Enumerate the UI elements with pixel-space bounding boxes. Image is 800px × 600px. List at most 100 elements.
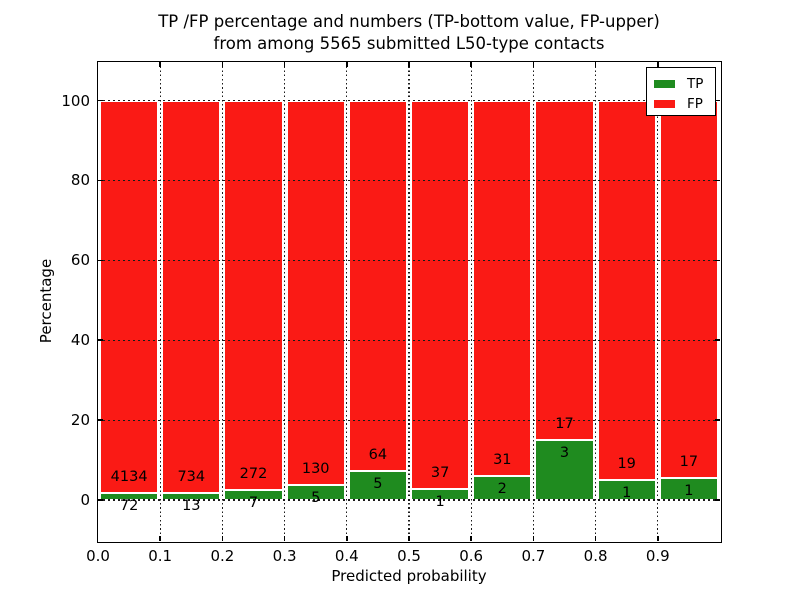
y-tick-label: 40 [70, 331, 90, 350]
fp-count-label: 64 [368, 447, 388, 464]
chart-title: TP /FP percentage and numbers (TP-bottom… [98, 11, 720, 55]
gridline-x [532, 62, 535, 541]
y-tick-mark [715, 259, 720, 262]
gridline-x [159, 62, 161, 541]
y-tick-mark [715, 499, 720, 501]
fp-count-label: 17 [555, 416, 574, 433]
x-tick-mark [283, 536, 286, 541]
x-tick-mark [532, 536, 535, 541]
gridline-x [346, 62, 348, 541]
y-tick-mark [98, 419, 103, 421]
bar-fp-segment [659, 100, 718, 478]
x-tick-mark [346, 62, 348, 67]
x-tick-mark [159, 536, 161, 541]
fp-count-label: 4134 [110, 469, 148, 486]
plot-area: 4134 72 734 13 272 7 130 5 64 5 37 1 31 2 17 3 19 1 17 1 TP… [97, 61, 722, 543]
x-tick-mark [594, 536, 597, 541]
gridline-y [98, 499, 720, 501]
bar-fp-segment [162, 100, 221, 494]
x-tick-mark [657, 62, 659, 67]
fp-count-label: 130 [301, 461, 330, 478]
legend-label-tp: TP [687, 76, 704, 92]
y-tick-label: 80 [70, 171, 90, 190]
x-tick-label: 0.2 [210, 547, 235, 565]
tp-count-label: 7 [248, 494, 259, 511]
x-tick-label: 0.1 [148, 547, 173, 565]
x-tick-mark [470, 62, 472, 67]
legend-entry-tp: TP [654, 74, 715, 94]
x-tick-mark [408, 536, 410, 541]
fp-count-label: 734 [177, 469, 206, 486]
fp-count-label: 17 [679, 453, 699, 470]
legend: TP FP [646, 67, 716, 116]
gridline-y [98, 259, 720, 261]
x-tick-label: 0.6 [459, 547, 484, 565]
tp-count-label: 1 [435, 494, 445, 511]
bar-fp-segment [473, 100, 532, 476]
gridline-y [98, 339, 720, 341]
y-tick-label: 0 [80, 491, 90, 509]
tp-count-label: 3 [559, 445, 570, 462]
y-tick-label: 60 [70, 251, 90, 270]
x-tick-label: 0.4 [334, 547, 359, 565]
gridline-y [98, 179, 720, 182]
gridline-y [98, 419, 720, 421]
bar-tp-segment [535, 440, 594, 500]
fp-count-label: 272 [239, 465, 268, 482]
bar-fp-segment [100, 100, 159, 494]
y-tick-mark [98, 339, 103, 341]
bar-tp-segment [348, 471, 407, 500]
x-tick-mark [408, 62, 410, 67]
fp-count-label: 19 [617, 456, 636, 473]
gridline-x [594, 62, 597, 541]
x-tick-label: 0.0 [86, 547, 110, 565]
y-tick-mark [715, 99, 720, 102]
plot-canvas: 4134 72 734 13 272 7 130 5 64 5 37 1 31 2 17 3 19 1 17 1 [98, 62, 720, 541]
tp-count-label: 1 [684, 482, 694, 499]
y-tick-label: 100 [61, 91, 90, 110]
x-tick-mark [221, 62, 224, 67]
tp-count-label: 1 [622, 485, 632, 502]
x-tick-mark [221, 536, 224, 541]
y-tick-mark [715, 179, 720, 182]
bar-fp-segment [411, 100, 470, 490]
tp-count-label: 2 [497, 480, 507, 497]
y-tick-mark [98, 259, 103, 262]
chart-title-line2: from among 5565 submitted L50-type conta… [213, 34, 605, 53]
x-tick-label: 0.5 [397, 547, 421, 565]
x-tick-label: 0.3 [272, 547, 297, 565]
x-axis-label: Predicted probability [331, 567, 487, 585]
y-tick-mark [98, 99, 103, 102]
gridline-x [283, 62, 286, 541]
bar-fp-segment [348, 100, 407, 472]
gridline-x [221, 62, 224, 541]
bar-fp-segment [286, 100, 345, 486]
gridline-y [98, 100, 720, 102]
legend-label-fp: FP [687, 96, 703, 112]
x-tick-mark [283, 62, 286, 67]
gridline-x [657, 62, 659, 541]
x-tick-label: 0.7 [521, 547, 546, 565]
tp-count-label: 13 [182, 498, 201, 515]
tp-swatch-icon [654, 80, 675, 88]
tp-count-label: 5 [311, 490, 321, 507]
legend-entry-fp: FP [654, 94, 715, 114]
x-tick-mark [657, 536, 659, 541]
tp-count-label: 5 [373, 476, 383, 493]
fp-count-label: 37 [430, 465, 450, 482]
x-tick-mark [470, 536, 472, 541]
gridline-x [470, 62, 472, 541]
bar-fp-segment [224, 100, 283, 490]
x-tick-label: 0.8 [583, 547, 608, 565]
chart-title-line1: TP /FP percentage and numbers (TP-bottom… [158, 12, 660, 31]
y-tick-mark [715, 339, 720, 341]
y-tick-mark [98, 499, 103, 501]
fp-count-label: 31 [493, 451, 512, 468]
bar-fp-segment [535, 100, 594, 441]
y-tick-mark [98, 179, 103, 182]
x-tick-mark [159, 62, 161, 67]
x-tick-mark [594, 62, 597, 67]
gridline-x [408, 62, 410, 541]
x-tick-mark [532, 62, 535, 67]
